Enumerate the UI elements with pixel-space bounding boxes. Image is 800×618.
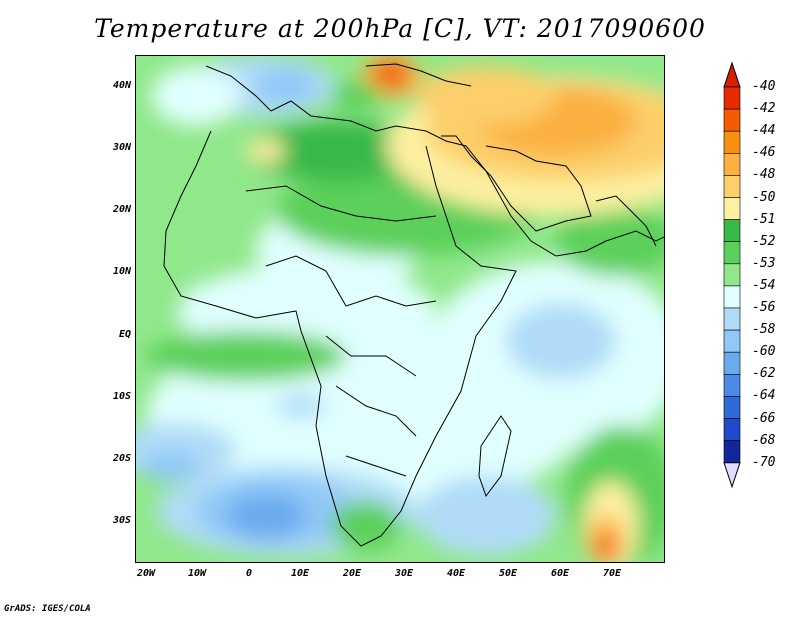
- lat-tick-label: 10S: [112, 391, 131, 402]
- colorbar-level-label: -40: [752, 79, 776, 94]
- colorbar-box: [723, 307, 741, 331]
- colorbar-boxes: [723, 61, 741, 489]
- colorbar-top-arrow: [723, 61, 741, 88]
- colorbar-box: [723, 351, 741, 375]
- colorbar-level-label: -48: [752, 167, 776, 183]
- lat-tick-label: 20S: [112, 453, 131, 464]
- lon-tick-label: 30E: [394, 568, 414, 579]
- temperature-field: [136, 56, 664, 562]
- lon-tick-label: 0: [245, 568, 253, 579]
- lat-tick-label: 30N: [112, 142, 131, 153]
- map-plot: [135, 55, 665, 563]
- lat-tick-label: 20N: [112, 204, 131, 215]
- colorbar-box: [723, 263, 741, 287]
- colorbar-box: [723, 241, 741, 265]
- colorbar-level-label: -42: [752, 101, 776, 117]
- colorbar-box: [723, 373, 741, 397]
- colorbar-level-label: -58: [752, 322, 776, 338]
- lat-tick-label: EQ: [118, 329, 131, 340]
- lon-tick-label: 40E: [446, 568, 466, 579]
- colorbar-box: [723, 396, 741, 419]
- colorbar-level-label: -66: [752, 410, 776, 426]
- colorbar-box: [723, 329, 741, 353]
- coastlines: [163, 63, 664, 547]
- map-title: Temperature at 200hPa [C], VT: 201709060…: [94, 14, 706, 43]
- colorbar-level-label: -53: [752, 255, 776, 271]
- colorbar-bottom-arrow: [723, 462, 741, 489]
- colorbar-box: [723, 153, 741, 176]
- colorbar-level-label: -50: [752, 189, 776, 205]
- colorbar-box: [723, 130, 741, 154]
- colorbar-box: [723, 197, 741, 220]
- lat-tick-label: 10N: [112, 266, 131, 277]
- colorbar-box: [723, 108, 741, 132]
- colorbar-box: [723, 175, 741, 198]
- lon-tick-label: 60E: [550, 568, 570, 579]
- colorbar-level-label: -68: [752, 432, 776, 448]
- colorbar-level-label: -70: [752, 454, 776, 470]
- colorbar-level-label: -46: [752, 145, 776, 161]
- colorbar-level-label: -62: [752, 366, 776, 382]
- credit-text: GrADS: IGES/COLA: [4, 604, 91, 614]
- colorbar-level-label: -56: [752, 300, 776, 315]
- colorbar-box: [723, 418, 741, 441]
- colorbar-box: [723, 219, 741, 243]
- lat-tick-label: 40N: [112, 80, 131, 91]
- colorbar-level-label: -44: [752, 123, 776, 139]
- colorbar-box: [723, 440, 741, 464]
- lon-tick-label: 20E: [342, 568, 362, 579]
- colorbar-level-label: -51: [752, 211, 776, 227]
- colorbar-level-label: -52: [752, 233, 776, 249]
- lon-tick-label: 70E: [602, 568, 622, 579]
- colorbar-level-label: -54: [752, 277, 776, 293]
- lon-tick-label: 10W: [187, 568, 207, 579]
- lat-tick-label: 30S: [112, 515, 131, 526]
- field-shading: [136, 56, 664, 562]
- colorbar-box: [723, 86, 741, 110]
- colorbar-level-label: -64: [752, 388, 776, 404]
- colorbar-box: [723, 285, 741, 309]
- lon-tick-label: 10E: [290, 568, 310, 579]
- colorbar-level-label: -60: [752, 344, 776, 360]
- lon-tick-label: 20W: [136, 568, 156, 579]
- lon-tick-label: 50E: [498, 568, 518, 579]
